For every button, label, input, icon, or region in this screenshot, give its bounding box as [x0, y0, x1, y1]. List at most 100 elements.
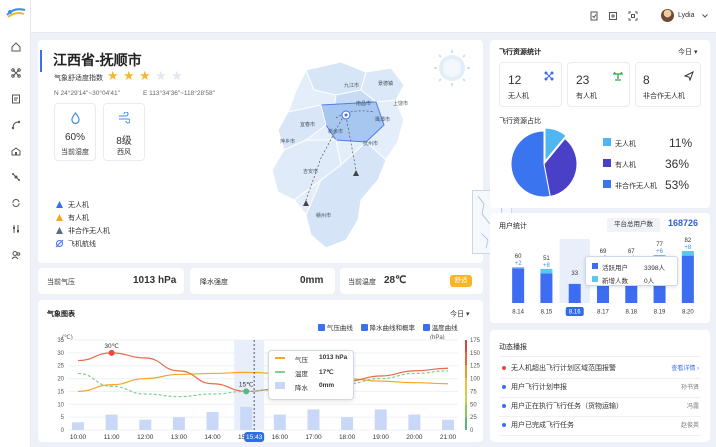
- tooltip-pressure-value: 1013 hPa: [319, 354, 348, 361]
- news-card: 动态播报 无人机超出飞行计划区域范围报警 查看详情 › 用户飞行计划申报 孙书贤 用户正…: [490, 330, 710, 442]
- rating-star: ★: [139, 68, 151, 83]
- y-right-tick: 25: [470, 415, 477, 421]
- tooltip-new-label: 新增人数: [602, 278, 628, 285]
- chevron-down-icon[interactable]: [702, 14, 708, 18]
- legend-route: 飞机航线: [68, 241, 96, 248]
- drone-count: 12: [508, 73, 522, 87]
- news-text: 用户飞行计划申报: [511, 384, 567, 391]
- checkbox-rain[interactable]: [360, 324, 368, 331]
- pie-legend-noncoop: 非合作无人机: [615, 183, 657, 190]
- news-item[interactable]: 用户已完成飞行任务 赵俊英: [499, 417, 701, 436]
- period-select[interactable]: 今日 ▾: [450, 309, 469, 319]
- x-tick: 8.16: [569, 310, 581, 316]
- plane-icon: [613, 71, 623, 81]
- pie-legend-drone: 无人机: [615, 141, 636, 148]
- weather-chart: (℃) (hPa)35302520151050175150125100755025…: [57, 335, 481, 442]
- y-left-tick: 5: [61, 415, 65, 421]
- news-item[interactable]: 无人机超出飞行计划区域范围报警 查看详情 ›: [499, 360, 701, 379]
- nav-settings-icon[interactable]: [8, 221, 23, 236]
- bar-value-label: 69: [600, 249, 607, 255]
- nav-network-icon[interactable]: [8, 169, 23, 184]
- noncoop-count-tile[interactable]: 8 非合作无人机: [635, 62, 701, 107]
- y-right-tick: 75: [470, 389, 477, 395]
- top-bar: [31, 0, 716, 33]
- city-jian: 吉安市: [303, 169, 319, 175]
- bar-value-label: 77: [656, 242, 663, 248]
- wind-tile: 8级 西风: [103, 103, 145, 161]
- nav-hangar-icon[interactable]: [8, 143, 23, 158]
- tooltip-pressure-label: 气压: [295, 357, 308, 364]
- y-left-tick: 35: [57, 338, 64, 344]
- wind-icon: [119, 112, 130, 124]
- rain-card: 降水强度 0mm: [190, 268, 335, 294]
- tooltip-new-value: 0人: [644, 278, 655, 285]
- bar-increment-label: +8: [543, 263, 551, 269]
- humidity-value: 60%: [64, 132, 85, 143]
- news-item[interactable]: 用户飞行计划申报 孙书贤: [499, 379, 701, 398]
- min-temp-point: [243, 388, 250, 395]
- user-name[interactable]: Lydia: [678, 12, 695, 19]
- export-icon[interactable]: [608, 11, 618, 21]
- pressure-card: 当前气压 1013 hPa: [38, 268, 184, 294]
- avatar[interactable]: [661, 9, 674, 22]
- city-xinyu: 新余市: [328, 129, 344, 135]
- rain-bar: [374, 409, 387, 430]
- rain-bar: [172, 417, 185, 430]
- resource-pie-chart: [510, 128, 578, 198]
- nav-report-icon[interactable]: [8, 91, 23, 106]
- city-nanchang: 南昌市: [356, 101, 372, 107]
- rain-bar: [273, 414, 286, 430]
- chevron-down-icon: ▾: [693, 49, 698, 56]
- y-left-tick: 10: [57, 402, 64, 408]
- document-icon[interactable]: [589, 11, 599, 21]
- weather-sun-icon: [434, 50, 470, 86]
- nav-users-icon[interactable]: [8, 247, 23, 262]
- tooltip-temp-value: 17℃: [319, 369, 334, 376]
- longitude-range: E 113°34'36"~118°28'58": [143, 90, 215, 97]
- total-users-label: 平台总用户数: [607, 218, 660, 232]
- city-pingxiang: 萍乡市: [280, 139, 296, 145]
- fullscreen-icon[interactable]: [628, 11, 638, 21]
- nav-home-icon[interactable]: [8, 39, 23, 54]
- y-right-tick: 50: [470, 402, 477, 408]
- y-right-tick: 100: [470, 377, 481, 383]
- pressure-scale-segment: [465, 352, 467, 366]
- manned-count: 23: [576, 73, 590, 87]
- route-legend-icon: [55, 239, 64, 248]
- y-right-tick: 150: [470, 351, 481, 357]
- temperature-value: 28℃: [384, 275, 407, 286]
- rating-star: ★: [155, 68, 167, 83]
- city-jingdezhen: 景德镇: [378, 81, 394, 87]
- nav-drone-icon[interactable]: [8, 65, 23, 80]
- news-title: 动态播报: [499, 344, 527, 351]
- selected-date-badge: [565, 307, 584, 316]
- total-users-value: 168726: [668, 218, 699, 228]
- water-drop-icon: [71, 112, 80, 124]
- city-fuzhou: 抚州市: [363, 141, 379, 147]
- news-dot: [502, 404, 506, 408]
- legend-noncoop: 非合作无人机: [68, 228, 110, 235]
- rating-star: ★: [107, 68, 119, 83]
- rain-bar: [307, 409, 320, 430]
- noncoop-label: 非合作无人机: [643, 93, 685, 100]
- view-details-link[interactable]: 查看详情 ›: [671, 366, 699, 372]
- checkbox-pressure[interactable]: [318, 324, 325, 331]
- nav-route-icon[interactable]: [8, 117, 23, 132]
- location-card: 江西省-抚顺市 气象舒适度指数 ★ ★ ★ ★ ★ N 24°29'14"~30°04'…: [38, 40, 512, 263]
- rain-bar: [341, 417, 354, 430]
- news-item[interactable]: 用户正在执行飞行任务（货物运输） 冯露: [499, 398, 701, 417]
- checkbox-temp[interactable]: [422, 324, 430, 331]
- legend-drone: 无人机: [68, 202, 89, 209]
- bar-increment-label: +8: [684, 245, 692, 251]
- pie-slice: [544, 128, 567, 163]
- temperature-card: 当前温度 28℃ 舒适: [340, 268, 483, 294]
- cursor-time-label: 15:43: [246, 434, 263, 441]
- flight-title: 飞行资源统计: [499, 49, 541, 56]
- tooltip-active-label: 活跃用户: [602, 265, 628, 272]
- drone-count-tile[interactable]: 12 无人机: [499, 62, 562, 107]
- y-left-tick: 25: [57, 364, 64, 370]
- manned-count-tile[interactable]: 23 有人机: [567, 62, 630, 107]
- nav-sync-icon[interactable]: [8, 195, 23, 210]
- x-tick: 8.17: [597, 310, 609, 316]
- flight-period-select[interactable]: 今日 ▾: [678, 47, 697, 57]
